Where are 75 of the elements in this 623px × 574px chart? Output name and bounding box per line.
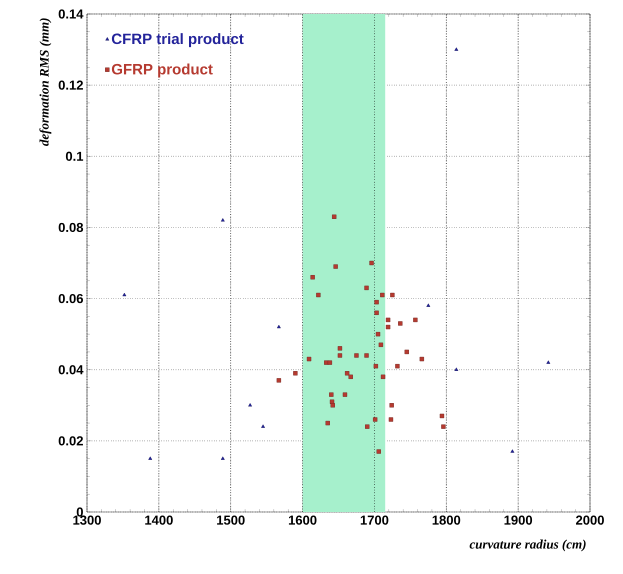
- point: [378, 342, 384, 348]
- point: [338, 346, 342, 351]
- point: [220, 218, 225, 222]
- y-axis-title: deformation RMS (mm): [39, 18, 52, 146]
- point: [332, 214, 336, 219]
- point: [122, 292, 126, 296]
- point: [386, 324, 390, 330]
- point: [404, 350, 409, 354]
- point: [316, 292, 321, 298]
- point: [380, 292, 385, 298]
- point: [376, 332, 380, 336]
- y-tick-label: 0.04: [58, 365, 84, 374]
- x-tick-label: 1700: [360, 516, 388, 525]
- point: [454, 47, 458, 51]
- point: [389, 403, 394, 408]
- point: [395, 364, 400, 368]
- legend-label: GFRP product: [112, 64, 213, 78]
- point: [328, 360, 332, 365]
- point: [374, 364, 378, 368]
- point: [440, 414, 444, 418]
- x-tick-label: 1300: [73, 516, 101, 525]
- point: [510, 449, 514, 453]
- point: [420, 356, 424, 362]
- point: [386, 318, 390, 322]
- point: [454, 368, 458, 371]
- point: [365, 424, 370, 429]
- point: [276, 378, 282, 383]
- point: [441, 424, 446, 429]
- point: [148, 456, 152, 460]
- point: [344, 371, 350, 376]
- point: [374, 310, 379, 315]
- point: [248, 403, 252, 406]
- point: [330, 400, 334, 404]
- point: [413, 318, 418, 322]
- y-tick-label: 0.12: [58, 80, 83, 90]
- y-tick-label: 0.08: [58, 222, 84, 232]
- point: [326, 420, 330, 426]
- point: [390, 292, 395, 298]
- point: [388, 417, 394, 422]
- point: [342, 392, 348, 397]
- point: [293, 371, 298, 376]
- point: [398, 321, 402, 326]
- x-tick-label: 1800: [432, 516, 460, 525]
- point: [369, 260, 374, 266]
- point: [310, 275, 315, 280]
- legend-label: CFRP trial product: [112, 33, 244, 48]
- point: [330, 403, 335, 408]
- point: [338, 353, 342, 358]
- point: [306, 356, 312, 362]
- point: [354, 353, 359, 358]
- x-tick-label: 1900: [504, 516, 532, 525]
- point: [376, 449, 381, 454]
- y-tick-label: 0: [76, 507, 83, 517]
- point: [364, 286, 369, 290]
- point: [364, 353, 369, 358]
- point: [348, 374, 353, 380]
- point: [372, 417, 378, 422]
- point: [276, 324, 281, 328]
- point: [329, 392, 334, 397]
- point: [380, 374, 386, 380]
- y-tick-label: 0.06: [58, 294, 83, 304]
- point: [261, 424, 265, 428]
- x-tick-label: 1500: [217, 516, 245, 525]
- point: [220, 456, 225, 460]
- point: [546, 360, 550, 364]
- point: [333, 264, 338, 269]
- x-tick-label: 1600: [288, 516, 316, 525]
- x-tick-label: 1400: [145, 516, 173, 525]
- point: [374, 300, 379, 304]
- x-axis-title: curvature radius (cm): [470, 540, 586, 552]
- point: [426, 303, 430, 307]
- y-tick-label: 0.02: [58, 436, 83, 446]
- y-tick-label: 0.14: [58, 9, 84, 19]
- y-tick-label: 0.1: [66, 152, 84, 161]
- x-tick-label: 2000: [576, 516, 604, 525]
